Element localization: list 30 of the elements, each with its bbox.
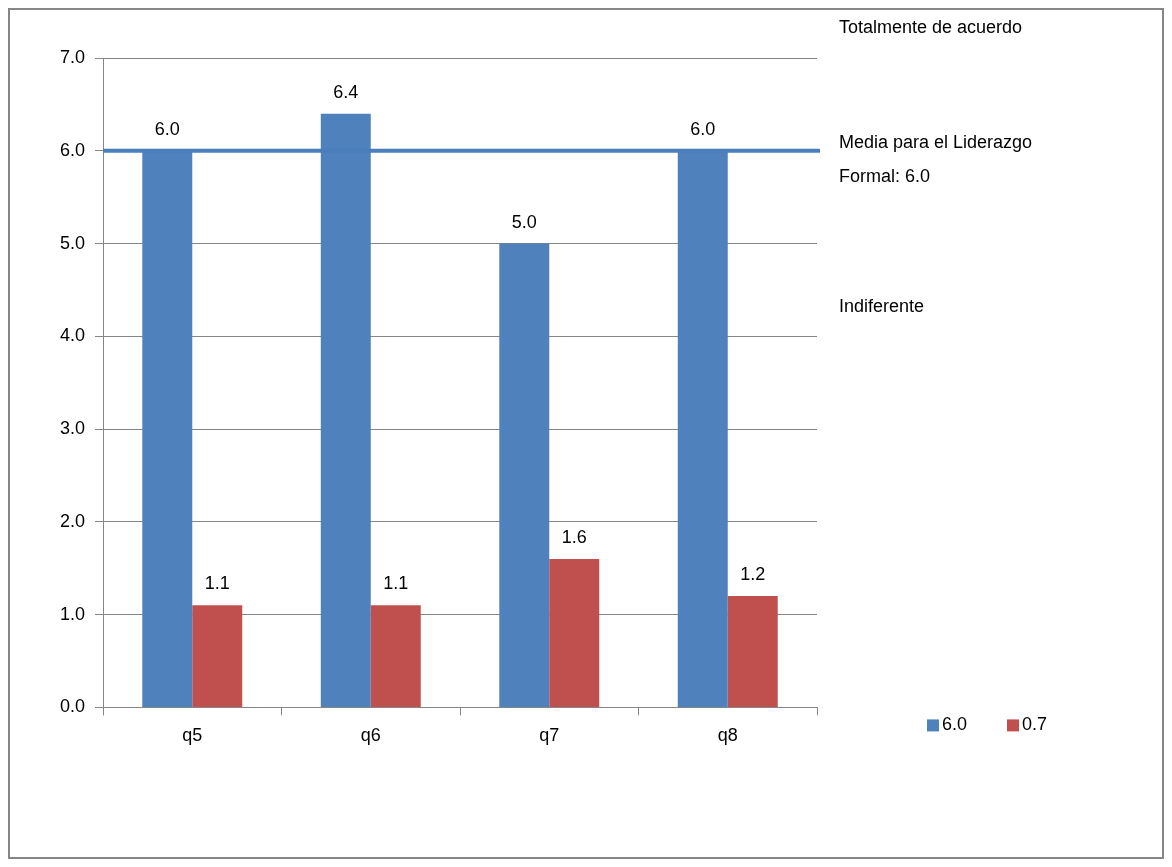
data-label: 1.1 xyxy=(204,573,230,594)
y-tick-label: 5.0 xyxy=(59,232,86,253)
y-tick-label: 3.0 xyxy=(59,418,86,439)
legend-label: 6.0 xyxy=(942,714,968,735)
bar xyxy=(192,605,243,707)
bar xyxy=(727,596,778,707)
text: Indiferente xyxy=(839,296,925,317)
data-label: 1.6 xyxy=(561,526,587,547)
bar xyxy=(499,243,550,707)
legend-label: 0.7 xyxy=(1022,714,1048,735)
y-tick-label: 4.0 xyxy=(59,325,86,346)
data-label: 1.1 xyxy=(383,573,409,594)
bar xyxy=(549,558,600,707)
y-tick-label: 2.0 xyxy=(59,510,86,531)
y-tick-label: 6.0 xyxy=(59,139,86,160)
y-tick-label: 7.0 xyxy=(59,46,86,67)
data-label: 6.0 xyxy=(690,118,716,139)
y-tick-label: 1.0 xyxy=(59,603,86,624)
bar xyxy=(370,605,421,707)
data-label: 5.0 xyxy=(511,211,537,232)
data-label: 6.4 xyxy=(333,81,359,102)
data-label: 1.2 xyxy=(740,564,766,585)
x-tick-label: q8 xyxy=(717,725,738,746)
x-tick-label: q5 xyxy=(182,725,203,746)
x-tick-label: q7 xyxy=(539,725,560,746)
text: Totalmente de acuerdo xyxy=(839,16,1023,37)
x-tick-label: q6 xyxy=(360,725,381,746)
ref-line-label: Media para el Liderazgo Formal: 6.0 xyxy=(839,131,1033,186)
data-label: 6.0 xyxy=(154,118,180,139)
y-tick-label: 0.0 xyxy=(59,696,86,717)
